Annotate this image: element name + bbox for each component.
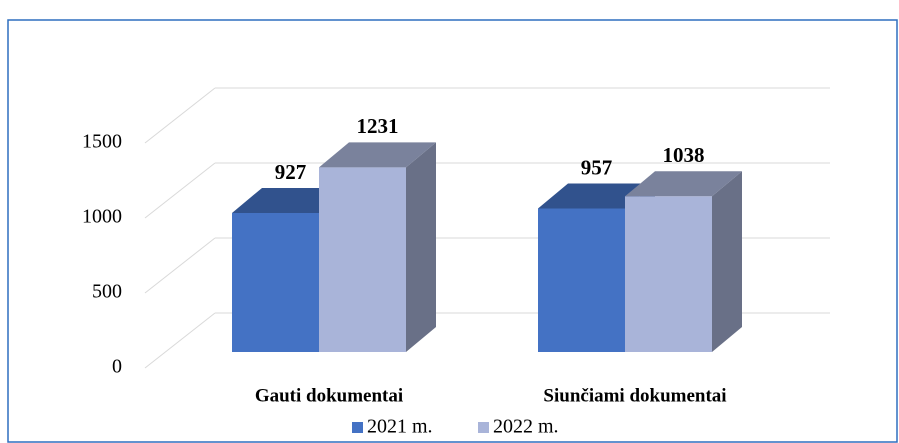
- chart-frame: [7, 19, 898, 443]
- bar: [319, 167, 406, 352]
- bar-side: [406, 142, 436, 352]
- y-tick-label: 1500: [82, 131, 122, 153]
- data-label: 1038: [663, 143, 705, 167]
- data-label: 1231: [357, 114, 399, 138]
- legend-swatch: [352, 422, 363, 433]
- legend-swatch: [478, 422, 489, 433]
- bar: [538, 208, 625, 352]
- bar-top: [319, 142, 436, 168]
- bar-top: [625, 171, 742, 197]
- grid-line: [144, 237, 216, 294]
- y-tick-label: 1000: [82, 206, 122, 228]
- grid-line: [144, 162, 216, 219]
- y-tick-label: 0: [112, 356, 122, 378]
- y-tick-label: 500: [92, 281, 122, 303]
- data-label: 957: [581, 155, 613, 179]
- bar-side: [712, 171, 742, 352]
- bar: [625, 196, 712, 352]
- legend-label: 2022 m.: [493, 416, 559, 438]
- bar: [232, 212, 319, 352]
- grid-line: [144, 312, 216, 369]
- grid-line: [144, 87, 216, 144]
- legend-label: 2021 m.: [367, 416, 433, 438]
- x-tick-label: Gauti dokumentai: [255, 385, 403, 406]
- data-label: 927: [275, 160, 307, 184]
- x-tick-label: Siunčiami dokumentai: [543, 385, 726, 406]
